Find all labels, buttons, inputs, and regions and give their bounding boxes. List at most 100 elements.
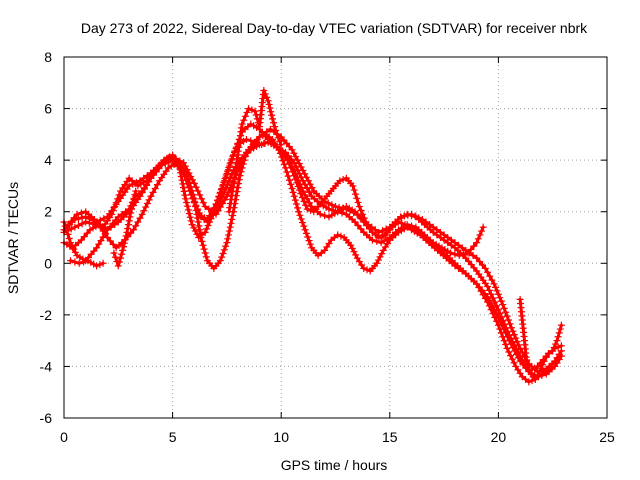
data-point bbox=[186, 187, 194, 195]
data-point bbox=[337, 232, 345, 240]
data-point bbox=[487, 290, 495, 298]
data-point bbox=[80, 258, 88, 266]
data-point bbox=[502, 308, 510, 316]
data-point bbox=[212, 200, 220, 208]
data-point bbox=[305, 237, 313, 245]
data-point bbox=[289, 188, 297, 196]
data-point bbox=[360, 264, 368, 272]
series-line bbox=[62, 138, 563, 384]
series-line bbox=[62, 140, 563, 379]
data-point bbox=[287, 180, 295, 188]
data-point bbox=[266, 104, 274, 112]
data-point bbox=[251, 107, 259, 115]
data-point bbox=[226, 204, 234, 212]
series-track-3 bbox=[60, 130, 565, 376]
data-point bbox=[198, 237, 206, 245]
data-point bbox=[363, 266, 371, 274]
data-point bbox=[346, 207, 354, 215]
data-point bbox=[267, 108, 275, 116]
data-point bbox=[240, 116, 248, 124]
data-point bbox=[334, 208, 342, 216]
data-point bbox=[71, 258, 79, 266]
data-point bbox=[476, 231, 484, 239]
data-point bbox=[191, 227, 199, 235]
data-point bbox=[201, 203, 209, 211]
data-point bbox=[260, 139, 268, 147]
data-point bbox=[552, 340, 560, 348]
data-point bbox=[550, 344, 558, 352]
data-point bbox=[298, 219, 306, 227]
data-point bbox=[189, 195, 197, 203]
data-point bbox=[255, 133, 263, 141]
data-point bbox=[273, 130, 281, 138]
data-point bbox=[219, 199, 227, 207]
data-point bbox=[364, 221, 372, 229]
data-point bbox=[418, 215, 426, 223]
data-point bbox=[93, 262, 101, 270]
data-point bbox=[474, 235, 482, 243]
series-track-4 bbox=[60, 125, 565, 376]
data-point bbox=[120, 239, 128, 247]
data-point bbox=[328, 201, 336, 209]
data-point bbox=[195, 222, 203, 230]
data-point bbox=[108, 210, 116, 218]
data-point bbox=[234, 180, 242, 188]
x-tick-label: 0 bbox=[60, 429, 68, 445]
data-point bbox=[335, 203, 343, 211]
data-point bbox=[228, 215, 236, 223]
data-point bbox=[138, 189, 146, 197]
y-tick-label: 8 bbox=[44, 49, 52, 65]
data-point bbox=[556, 325, 564, 333]
data-point bbox=[332, 203, 339, 211]
data-point bbox=[408, 222, 416, 230]
data-point bbox=[202, 253, 210, 261]
data-point bbox=[216, 257, 224, 265]
data-point bbox=[524, 362, 532, 370]
data-point bbox=[190, 179, 198, 187]
data-point bbox=[376, 253, 384, 261]
data-point bbox=[433, 226, 441, 234]
data-point bbox=[228, 191, 236, 199]
data-point bbox=[509, 327, 517, 335]
data-point bbox=[71, 248, 79, 256]
data-point bbox=[554, 333, 562, 341]
data-point bbox=[357, 206, 365, 214]
data-point bbox=[303, 185, 311, 193]
data-point bbox=[226, 199, 234, 207]
y-tick-label: 6 bbox=[44, 101, 52, 117]
data-point bbox=[348, 244, 356, 252]
data-point bbox=[236, 172, 244, 180]
data-point bbox=[121, 236, 129, 244]
data-point bbox=[486, 272, 494, 280]
data-point bbox=[339, 204, 347, 212]
series-track-7 bbox=[110, 187, 140, 270]
data-point bbox=[266, 125, 274, 133]
data-point bbox=[93, 244, 101, 252]
data-point bbox=[294, 166, 302, 174]
data-point bbox=[496, 317, 504, 325]
data-point bbox=[494, 306, 502, 314]
data-point bbox=[218, 253, 226, 261]
data-point bbox=[272, 126, 280, 134]
data-point bbox=[114, 262, 122, 270]
data-point bbox=[549, 347, 557, 355]
data-point bbox=[183, 202, 191, 210]
data-point bbox=[201, 249, 209, 257]
data-point bbox=[422, 218, 430, 226]
data-point bbox=[75, 259, 83, 267]
x-axis-label: GPS time / hours bbox=[281, 457, 388, 473]
data-point bbox=[119, 246, 127, 254]
data-point bbox=[353, 194, 361, 202]
data-point bbox=[268, 111, 276, 119]
data-point bbox=[184, 206, 192, 214]
data-point bbox=[222, 173, 230, 181]
data-point bbox=[283, 168, 291, 176]
data-point bbox=[297, 215, 305, 223]
x-tick-label: 25 bbox=[599, 429, 615, 445]
data-point bbox=[301, 191, 309, 199]
data-point bbox=[375, 228, 383, 236]
data-point bbox=[182, 195, 190, 203]
data-point bbox=[187, 191, 195, 199]
data-point bbox=[127, 205, 135, 213]
data-point bbox=[458, 244, 466, 252]
